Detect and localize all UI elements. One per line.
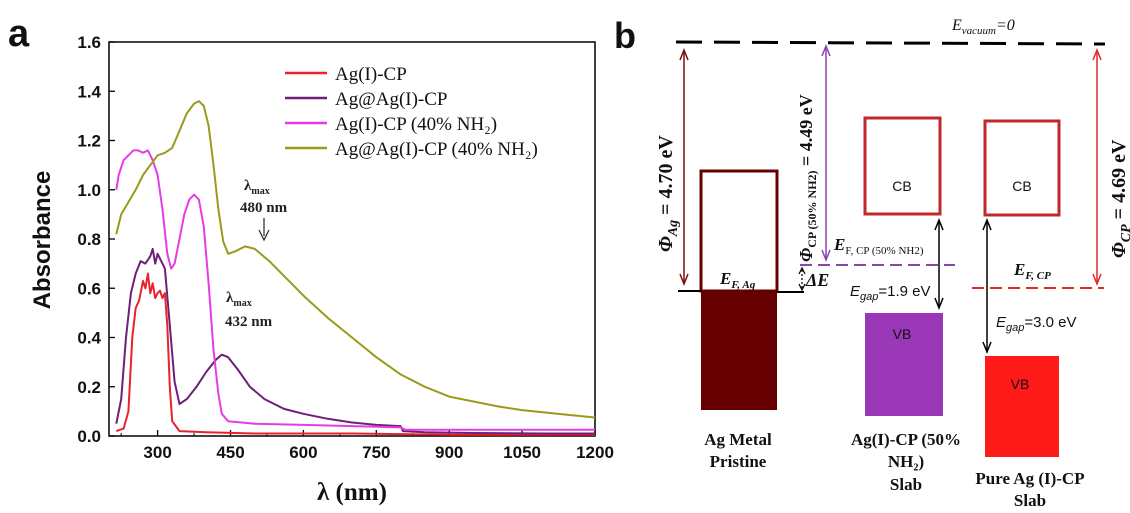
svg-text:Pristine: Pristine <box>710 452 767 471</box>
y-tick-label: 1.0 <box>77 181 101 200</box>
y-tick-label: 0.8 <box>77 230 101 249</box>
svg-text:NH₂): NH₂) <box>888 452 924 471</box>
x-tick-label: 450 <box>216 443 244 462</box>
y-axis: 0.0 0.2 0.4 0.6 0.8 1.0 1.2 1.4 1.6 <box>77 33 115 446</box>
legend-label-1: Ag@Ag(I)-CP <box>335 89 448 110</box>
y-tick-label: 0.2 <box>77 378 101 397</box>
y-tick-label: 1.6 <box>77 33 101 52</box>
x-tick-label: 300 <box>143 443 171 462</box>
pure-vb-label: VB <box>1011 376 1030 392</box>
svg-text:480 nm: 480 nm <box>240 200 288 216</box>
ag-metal-band-outline <box>699 169 779 293</box>
phi-cp-arrow <box>1092 47 1102 287</box>
x-tick-label: 1050 <box>503 443 541 462</box>
ef-cp-label: EF, CP <box>1013 260 1051 282</box>
svg-text:Ag(I)-CP (50%: Ag(I)-CP (50% <box>851 430 961 449</box>
pure-cb-label: CB <box>1012 178 1031 194</box>
svg-text:λmax: λmax <box>244 178 270 197</box>
y-tick-label: 1.4 <box>77 82 101 101</box>
svg-text:Pure Ag (I)-CP: Pure Ag (I)-CP <box>975 469 1084 488</box>
panel-b-label: b <box>614 15 636 56</box>
egap50-label: Egap=1.9 eV <box>850 283 931 303</box>
cp50-valence-band <box>865 313 943 416</box>
phi-cp-label: ΦCP = 4.69 eV <box>1108 139 1130 258</box>
egap50-arrow <box>934 217 944 311</box>
caption-cp50: Ag(I)-CP (50% NH₂) Slab <box>851 430 961 494</box>
legend-label-0: Ag(I)-CP <box>335 64 407 85</box>
y-axis-label: Absorbance <box>29 171 56 310</box>
caption-ag-metal: Ag Metal Pristine <box>704 430 772 471</box>
svg-text:Ag Metal: Ag Metal <box>704 430 772 449</box>
phi-cp50-arrow <box>821 43 831 263</box>
cp50-cb-label: CB <box>892 178 911 194</box>
cp50-vb-label: VB <box>893 326 912 342</box>
phi-cp50-label: ΦCP (50% NH2) = 4.49 eV <box>796 94 819 262</box>
egap-pure-arrow <box>982 217 992 355</box>
series-line-1 <box>115 247 595 435</box>
legend: Ag(I)-CP Ag@Ag(I)-CP Ag(I)-CP (40% NH₂) Ag@… <box>285 64 538 160</box>
legend-label-2: Ag(I)-CP (40% NH₂) <box>335 114 497 135</box>
x-tick-label: 600 <box>289 443 317 462</box>
ef-ag-label: EF, Ag <box>719 269 756 291</box>
y-tick-label: 0.0 <box>77 427 101 446</box>
y-tick-label: 0.6 <box>77 279 101 298</box>
x-tick-label: 900 <box>435 443 463 462</box>
legend-label-3: Ag@Ag(I)-CP (40% NH₂) <box>335 139 538 160</box>
svg-text:λmax: λmax <box>226 290 252 309</box>
x-axis-label: λ (nm) <box>317 479 387 506</box>
caption-pure: Pure Ag (I)-CP Slab <box>975 469 1084 510</box>
svg-text:Slab: Slab <box>1014 491 1046 510</box>
series-group <box>115 100 596 436</box>
x-tick-label: 1200 <box>576 443 614 462</box>
annotation-432: λmax 432 nm <box>225 290 273 330</box>
series-line-3 <box>115 100 596 419</box>
vacuum-label: Evacuum=0 <box>951 17 1015 37</box>
energy-level-diagram: Evacuum=0 EF, Ag ΦAg = 4.70 eV CB VB EF,… <box>655 17 1130 510</box>
cp50-conduction-band <box>863 116 942 216</box>
egap-pure-label: Egap=3.0 eV <box>996 314 1077 334</box>
annotation-480: λmax 480 nm <box>240 178 288 242</box>
delta-e-label: ΔE <box>805 270 829 290</box>
x-tick-label: 750 <box>362 443 390 462</box>
ef-cp50-label: EF, CP (50% NH2) <box>833 235 924 257</box>
vacuum-level-line <box>675 40 1106 46</box>
x-axis: 300 450 600 750 900 1050 1200 <box>120 430 614 462</box>
phi-ag-label: ΦAg = 4.70 eV <box>655 135 681 252</box>
y-tick-label: 1.2 <box>77 132 101 151</box>
svg-text:432 nm: 432 nm <box>225 314 273 330</box>
absorbance-chart: 0.0 0.2 0.4 0.6 0.8 1.0 1.2 1.4 1.6 300 450 600 750… <box>29 33 614 506</box>
panel-a-label: a <box>8 13 30 55</box>
series-line-2 <box>115 149 595 431</box>
pure-valence-band <box>985 356 1059 457</box>
pure-conduction-band <box>983 119 1061 217</box>
series-line-0 <box>115 272 595 436</box>
phi-ag-arrow <box>679 47 689 287</box>
ag-metal-filled-band <box>701 291 777 410</box>
y-tick-label: 0.4 <box>77 329 101 348</box>
svg-text:Slab: Slab <box>890 475 922 494</box>
